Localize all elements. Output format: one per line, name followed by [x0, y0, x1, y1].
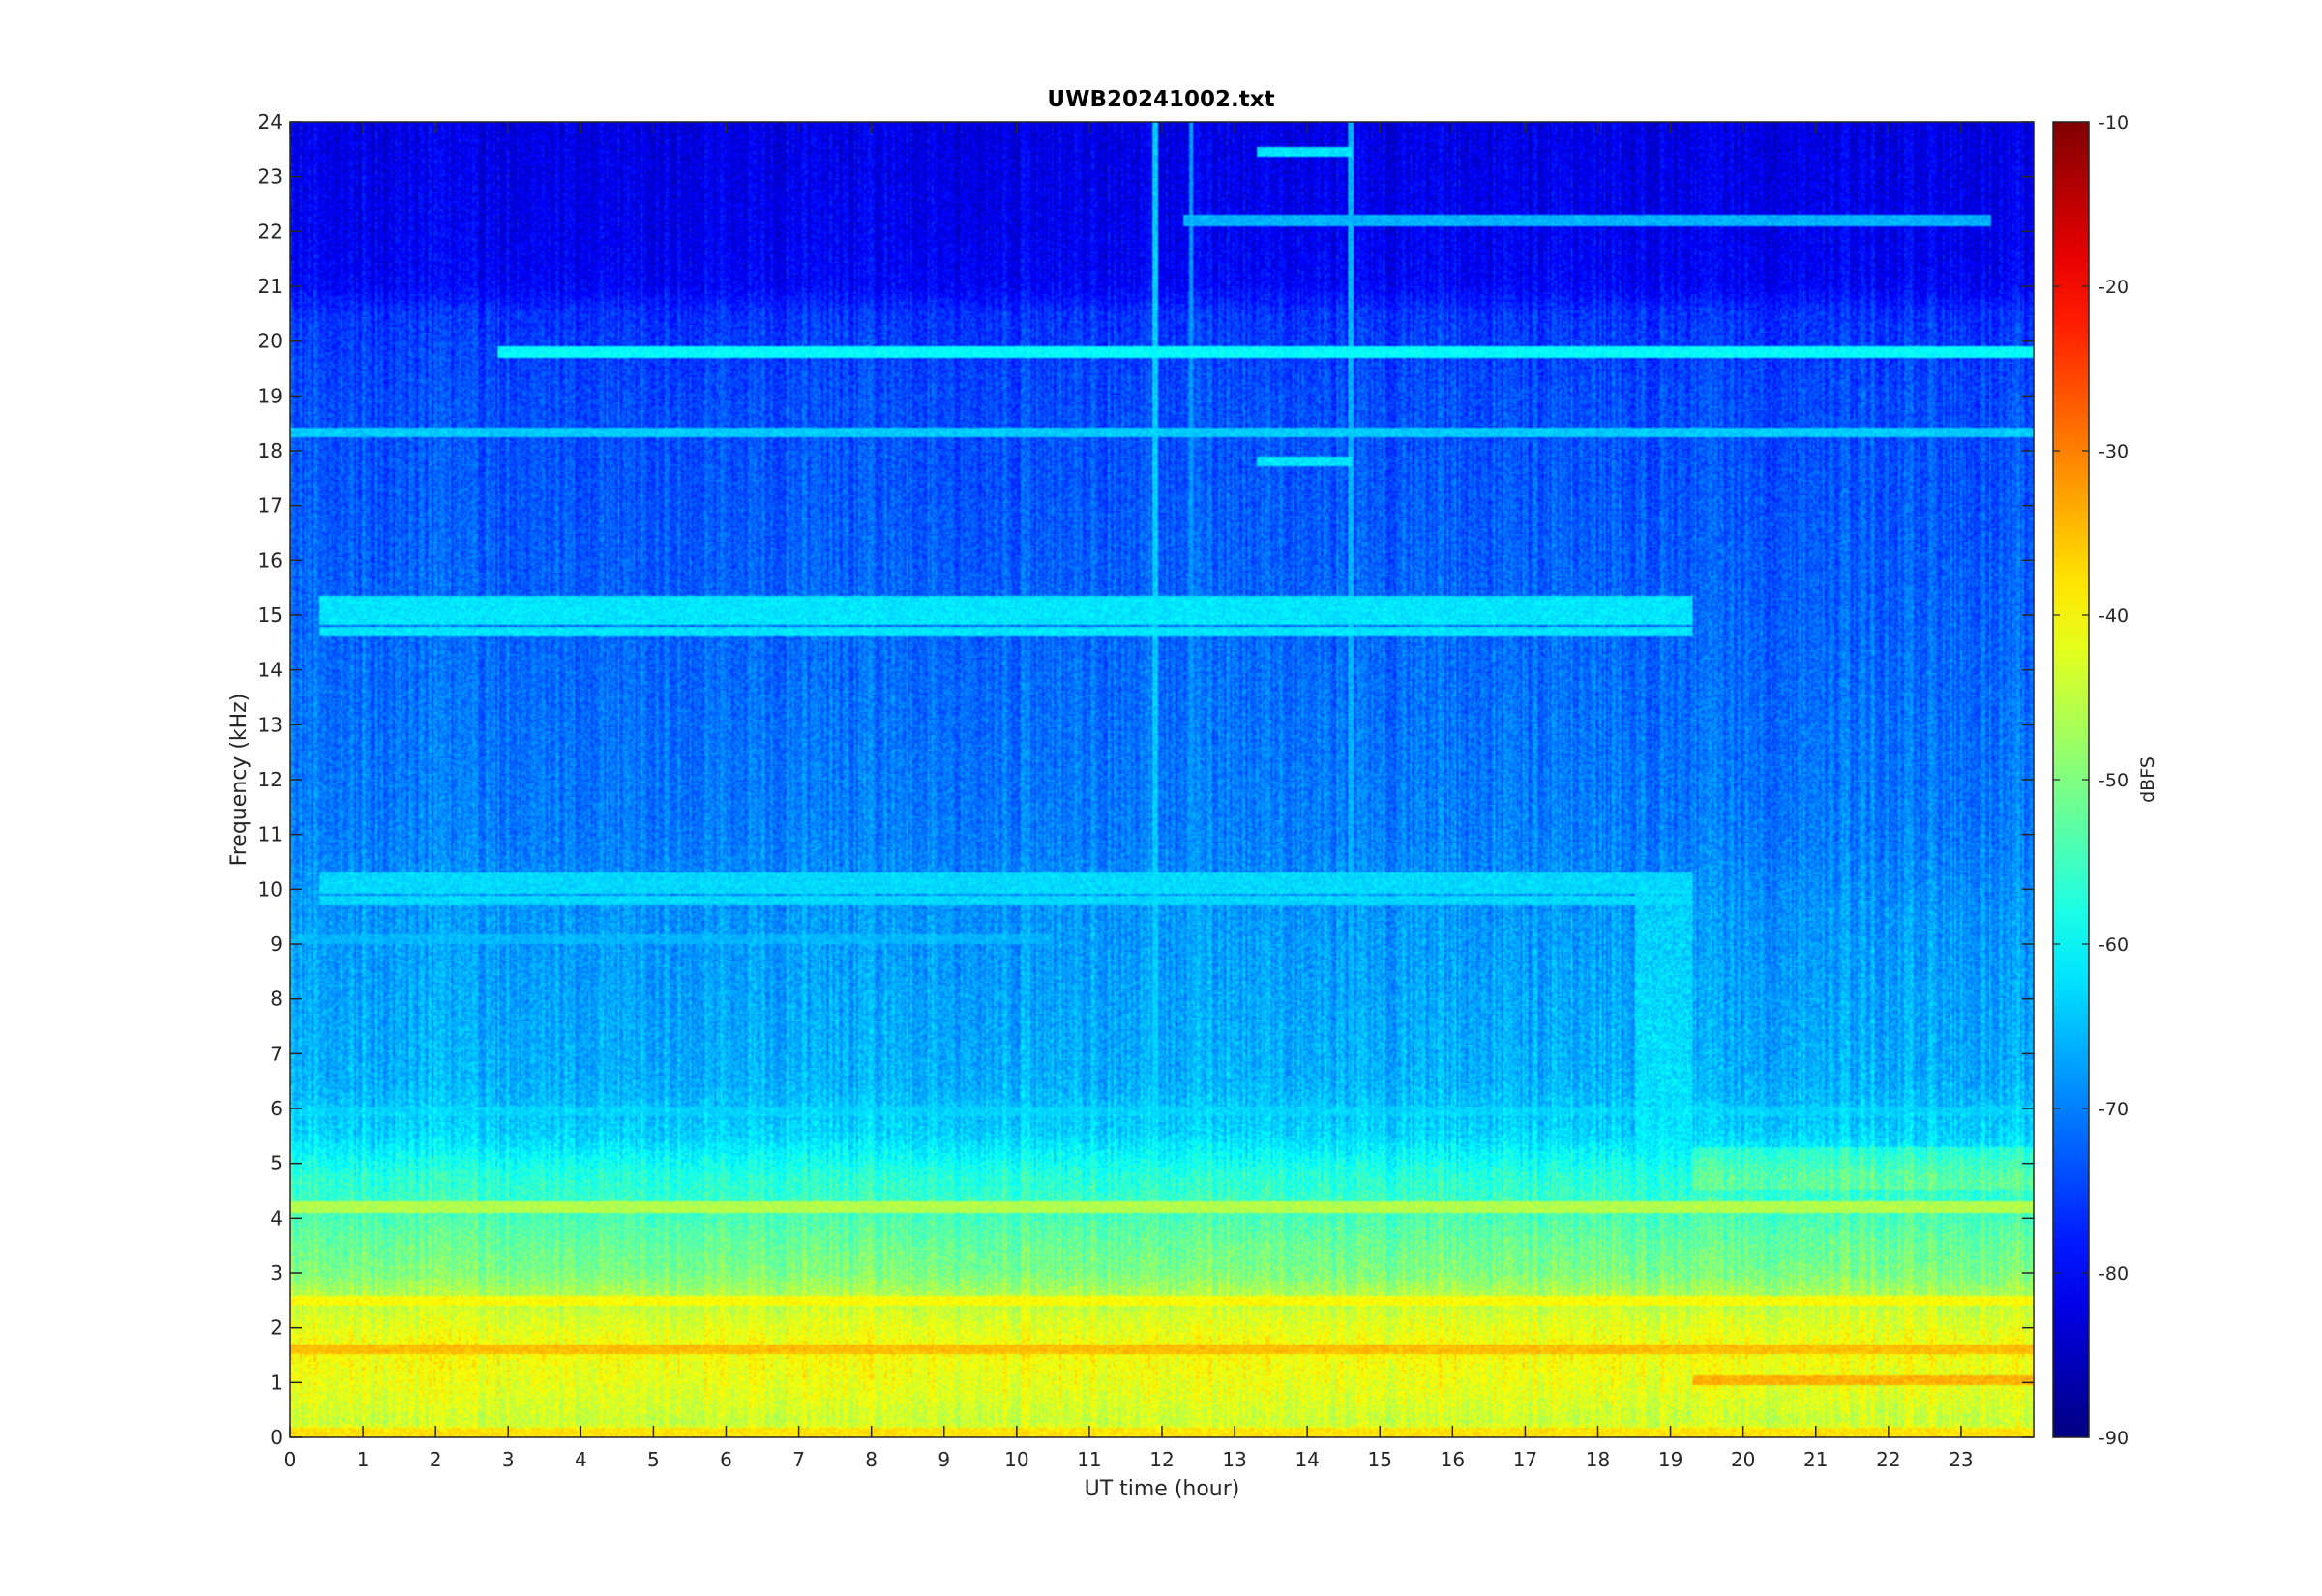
y-tick-label: 11: [258, 823, 283, 846]
x-axis: 0 1 2 3 4 5 6 7 8 9 10 11 12 13 14 15 16 17 18 19 20 21 22 23: [284, 122, 1974, 1471]
y-tick-label: 2: [270, 1316, 283, 1340]
chart-title: UWB20241002.txt: [1047, 87, 1274, 112]
colorbar-tick-label: -10: [2099, 112, 2128, 133]
x-tick-label: 12: [1149, 1448, 1174, 1471]
colorbar-tick-label: -40: [2099, 606, 2128, 627]
y-axis-label: Frequency (kHz): [227, 694, 252, 867]
x-tick-label: 8: [865, 1448, 878, 1471]
x-tick-label: 5: [647, 1448, 660, 1471]
x-axis-label: UT time (hour): [1085, 1477, 1240, 1501]
y-tick-label: 19: [258, 384, 283, 407]
y-tick-label: 0: [270, 1426, 283, 1449]
x-tick-label: 20: [1731, 1448, 1755, 1471]
x-tick-label: 22: [1876, 1448, 1900, 1471]
x-tick-label: 9: [938, 1448, 950, 1471]
y-tick-label: 9: [270, 932, 283, 956]
y-tick-label: 1: [270, 1371, 283, 1394]
x-tick-label: 11: [1077, 1448, 1101, 1471]
y-tick-label: 10: [258, 877, 283, 901]
x-tick-label: 21: [1803, 1448, 1828, 1471]
x-tick-label: 18: [1586, 1448, 1610, 1471]
colorbar-tick-label: -90: [2099, 1428, 2128, 1449]
y-tick-label: 4: [270, 1206, 283, 1229]
colorbar-tick-label: -60: [2099, 934, 2128, 956]
x-tick-label: 14: [1295, 1448, 1319, 1471]
y-tick-label: 12: [258, 768, 283, 791]
colorbar-label: dBFS: [2137, 756, 2158, 803]
x-tick-label: 4: [575, 1448, 587, 1471]
colorbar: -10 -20 -30 -40 -50 -60 -70 -80 -90 dBFS: [2052, 112, 2158, 1449]
y-tick-label: 6: [270, 1097, 283, 1120]
colorbar-tick-label: -50: [2099, 770, 2128, 791]
x-tick-label: 17: [1513, 1448, 1537, 1471]
y-tick-label: 20: [258, 330, 283, 353]
y-tick-label: 18: [258, 439, 283, 462]
x-tick-label: 13: [1222, 1448, 1246, 1471]
y-tick-label: 7: [270, 1042, 283, 1065]
colorbar-ticks: -10 -20 -30 -40 -50 -60 -70 -80 -90: [2053, 112, 2128, 1449]
y-tick-label: 23: [258, 165, 283, 189]
y-tick-label: 14: [258, 659, 283, 682]
plot-area: [289, 121, 2035, 1438]
x-tick-label: 16: [1441, 1448, 1465, 1471]
spectrogram-heatmap: [290, 122, 2034, 1437]
colorbar-tick-label: -30: [2099, 441, 2128, 462]
x-tick-label: 1: [357, 1448, 370, 1471]
y-tick-label: 13: [258, 713, 283, 736]
y-tick-label: 22: [258, 220, 283, 243]
x-tick-label: 3: [502, 1448, 515, 1471]
y-tick-label: 17: [258, 494, 283, 517]
y-tick-label: 5: [270, 1152, 283, 1175]
y-tick-label: 16: [258, 548, 283, 572]
x-tick-label: 23: [1949, 1448, 1973, 1471]
colorbar-tick-label: -20: [2099, 277, 2128, 298]
x-tick-label: 7: [792, 1448, 805, 1471]
x-tick-label: 19: [1658, 1448, 1682, 1471]
x-tick-label: 15: [1368, 1448, 1392, 1471]
x-tick-label: 6: [720, 1448, 732, 1471]
colorbar-tick-label: -70: [2099, 1099, 2128, 1120]
y-tick-label: 21: [258, 275, 283, 298]
y-tick-label: 24: [258, 110, 283, 133]
x-tick-label: 2: [430, 1448, 442, 1471]
y-tick-label: 15: [258, 604, 283, 627]
colorbar-tick-label: -80: [2099, 1263, 2128, 1285]
x-tick-label: 0: [284, 1448, 297, 1471]
x-tick-label: 10: [1004, 1448, 1028, 1471]
y-tick-label: 8: [270, 988, 283, 1011]
y-tick-label: 3: [270, 1261, 283, 1285]
